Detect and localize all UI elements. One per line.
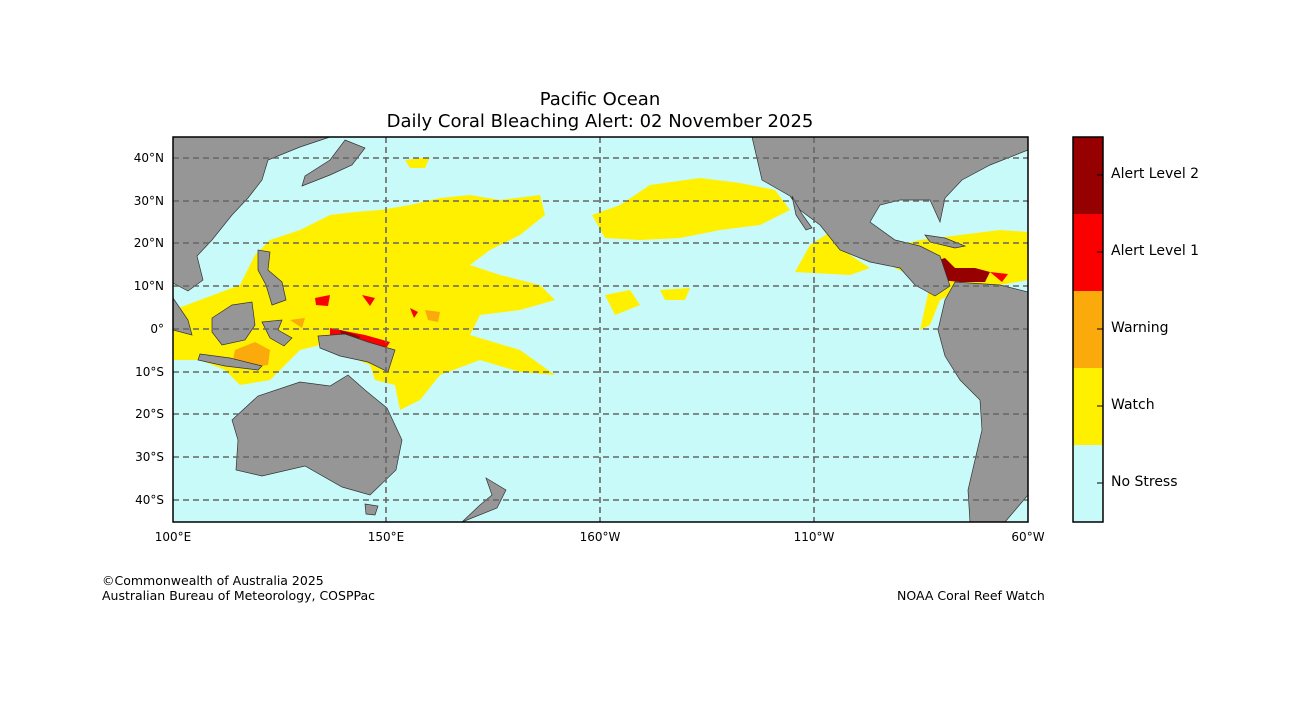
legend-label-watch: Watch — [1111, 397, 1155, 413]
lon-label: 100°E — [154, 530, 192, 544]
source-text: Australian Bureau of Meteorology, COSPPa… — [102, 588, 375, 603]
legend-label-alert-level-1: Alert Level 1 — [1111, 243, 1200, 259]
noaa-credit: NOAA Coral Reef Watch — [897, 588, 1045, 603]
lat-label: 20°N — [133, 236, 164, 250]
lat-label: 40°N — [133, 151, 164, 165]
lat-label: 20°S — [135, 407, 164, 421]
lon-label: 110°W — [793, 530, 835, 544]
lat-label: 30°N — [133, 194, 164, 208]
legend-label-alert-level-2: Alert Level 2 — [1111, 166, 1200, 182]
map-title: Pacific Ocean — [539, 89, 661, 110]
lon-label: 150°E — [367, 530, 405, 544]
map-frame — [172, 136, 1029, 523]
lat-label: 40°S — [135, 493, 164, 507]
lat-label: 30°S — [135, 450, 164, 464]
lon-label: 60°W — [1011, 530, 1045, 544]
watch-areas — [173, 150, 1028, 410]
lat-label: 10°S — [135, 365, 164, 379]
map-subtitle: Daily Coral Bleaching Alert: 02 November… — [386, 111, 814, 132]
legend-label-no-stress: No Stress — [1111, 474, 1178, 490]
lon-label: 160°W — [579, 530, 621, 544]
graticule — [173, 137, 1028, 522]
lat-label: 10°N — [133, 279, 164, 293]
colorbar — [1072, 136, 1104, 523]
land — [172, 136, 1029, 523]
copyright-text: ©Commonwealth of Australia 2025 — [102, 573, 324, 588]
lat-label: 0° — [150, 322, 164, 336]
legend-label-warning: Warning — [1111, 320, 1169, 336]
